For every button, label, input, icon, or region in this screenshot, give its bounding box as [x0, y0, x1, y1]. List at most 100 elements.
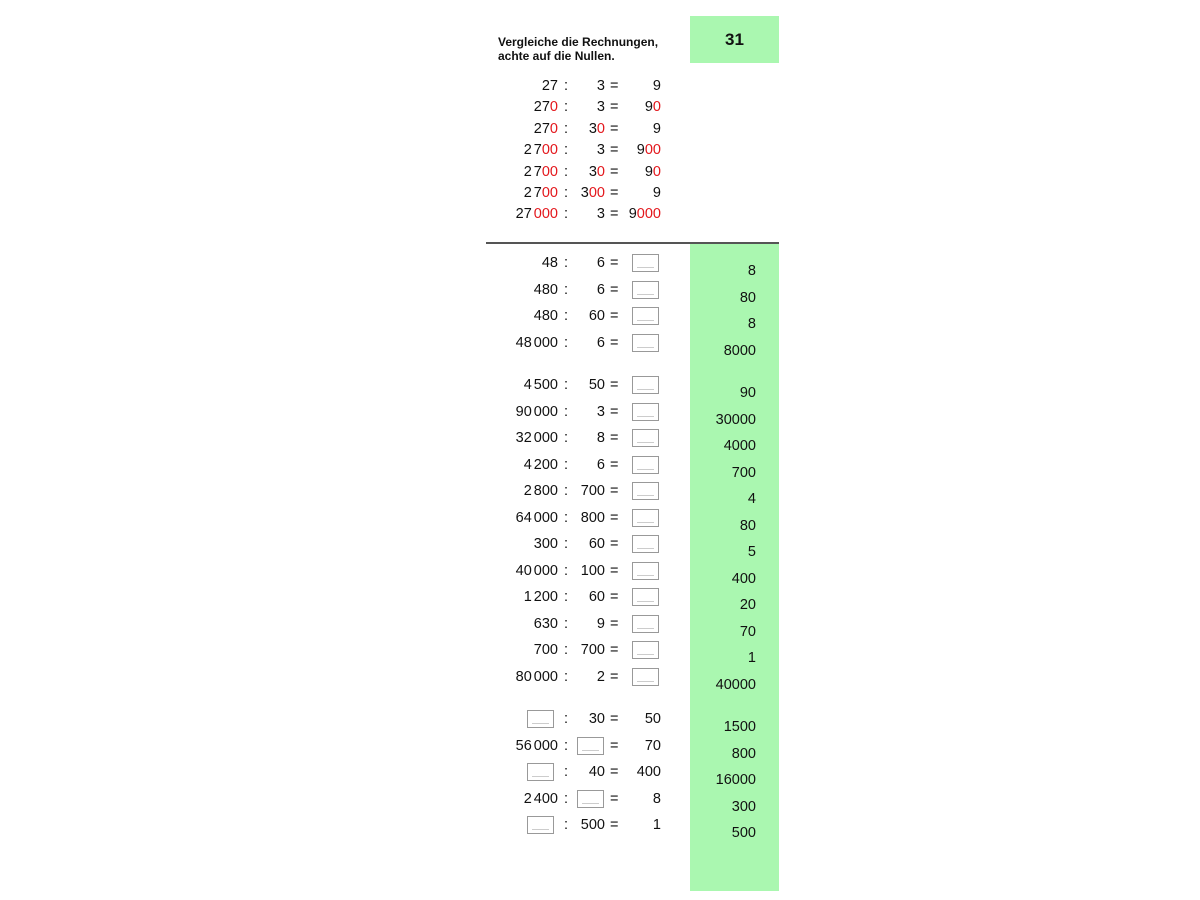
- result-answer-box[interactable]: [632, 307, 659, 325]
- division-sign: :: [564, 615, 569, 632]
- result-answer-box[interactable]: [632, 280, 659, 299]
- example-divisor: 30: [589, 163, 605, 181]
- equals-sign: =: [610, 163, 619, 180]
- dividend: 2 800: [523, 483, 558, 499]
- answer-value: 80: [739, 517, 756, 534]
- result-answer-box[interactable]: [632, 535, 659, 553]
- dividend: 48: [541, 255, 558, 271]
- division-sign: :: [564, 589, 569, 605]
- result-zeros: 000: [636, 206, 661, 223]
- result-digits: 9: [652, 185, 661, 201]
- equals-sign: =: [610, 737, 619, 754]
- divider: [486, 242, 779, 244]
- divisor-digits: 3: [588, 163, 597, 180]
- result-answer-box[interactable]: [632, 482, 659, 500]
- dividend-digits: 2 7: [523, 163, 542, 180]
- division-sign: :: [564, 142, 569, 159]
- divisor-digits: 3: [588, 120, 597, 137]
- dividend: 1 200: [523, 589, 558, 605]
- result-answer-box[interactable]: [632, 561, 659, 580]
- answer-value: 700: [731, 464, 756, 481]
- result-answer-box[interactable]: [632, 455, 659, 474]
- division-sign: :: [564, 163, 569, 180]
- divisor-digits: 3: [596, 78, 605, 94]
- dividend-answer-box[interactable]: [527, 816, 554, 834]
- result-digits: 9: [636, 142, 645, 159]
- division-sign: :: [564, 642, 569, 658]
- dividend: 630: [533, 615, 558, 632]
- result-answer-box[interactable]: [632, 429, 659, 447]
- dividend-answer-box[interactable]: [527, 763, 554, 781]
- result-answer-box[interactable]: [632, 254, 659, 272]
- example-divisor: 3: [597, 205, 605, 223]
- page-number-box: 31: [690, 16, 779, 63]
- dividend-digits: 27: [541, 78, 558, 94]
- divisor: 30: [588, 711, 605, 727]
- dividend-zeros: 0: [549, 99, 558, 116]
- answer-value: 40000: [715, 676, 756, 693]
- result: 8: [652, 790, 661, 807]
- dividend-answer-box[interactable]: [527, 710, 554, 728]
- division-sign: :: [564, 403, 569, 420]
- divisor: 2: [596, 668, 605, 685]
- dividend: 90 000: [515, 403, 558, 420]
- example-result: 9: [653, 184, 661, 202]
- division-sign: :: [564, 817, 569, 833]
- instruction-line-1: Vergleiche die Rechnungen,: [498, 35, 659, 49]
- equals-sign: =: [610, 615, 619, 632]
- equals-sign: =: [610, 255, 619, 271]
- dividend: 2 400: [523, 790, 558, 807]
- equals-sign: =: [610, 536, 619, 552]
- page-number: 31: [725, 29, 744, 49]
- divisor: 40: [588, 764, 605, 780]
- answer-value: 800: [731, 745, 756, 762]
- divisor-digits: 3: [596, 142, 605, 159]
- divisor-zeros: 00: [588, 185, 605, 201]
- answer-value: 500: [731, 825, 756, 841]
- answer-value: 20: [739, 597, 756, 613]
- division-sign: :: [564, 120, 569, 137]
- divisor-answer-box[interactable]: [577, 789, 604, 808]
- dividend: 480: [533, 308, 558, 324]
- result-answer-box[interactable]: [632, 376, 659, 394]
- equals-sign: =: [610, 562, 619, 579]
- division-sign: :: [564, 281, 569, 298]
- answer-column: [690, 244, 779, 891]
- division-sign: :: [564, 377, 569, 393]
- division-sign: :: [564, 334, 569, 351]
- divisor-digits: 3: [596, 99, 605, 116]
- answer-value: 300: [731, 798, 756, 815]
- equals-sign: =: [610, 456, 619, 473]
- division-sign: :: [564, 668, 569, 685]
- equals-sign: =: [610, 668, 619, 685]
- dividend: 56 000: [515, 737, 558, 754]
- dividend: 4 500: [523, 377, 558, 393]
- equals-sign: =: [610, 99, 619, 116]
- division-sign: :: [564, 99, 569, 116]
- example-result: 9: [653, 120, 661, 138]
- result-answer-box[interactable]: [632, 641, 659, 659]
- division-sign: :: [564, 509, 569, 526]
- instruction-line-2: achte auf die Nullen.: [498, 49, 615, 63]
- result-zeros: 0: [652, 99, 661, 116]
- result-answer-box[interactable]: [632, 588, 659, 606]
- equals-sign: =: [610, 642, 619, 658]
- result: 50: [644, 711, 661, 727]
- dividend: 4 200: [523, 456, 558, 473]
- answer-value: 4: [747, 491, 756, 507]
- result-answer-box[interactable]: [632, 614, 659, 633]
- divisor: 60: [588, 308, 605, 324]
- result-answer-box[interactable]: [632, 402, 659, 421]
- result-answer-box[interactable]: [632, 333, 659, 352]
- division-sign: :: [564, 255, 569, 271]
- answer-value: 30000: [715, 411, 756, 428]
- divisor: 3: [596, 403, 605, 420]
- result-answer-box[interactable]: [632, 508, 659, 527]
- equals-sign: =: [610, 509, 619, 526]
- division-sign: :: [564, 185, 569, 201]
- result-answer-box[interactable]: [632, 667, 659, 686]
- divisor-answer-box[interactable]: [577, 736, 604, 755]
- answer-value: 1: [747, 650, 756, 666]
- dividend-zeros: 00: [541, 163, 558, 180]
- dividend-zeros: 00: [541, 185, 558, 201]
